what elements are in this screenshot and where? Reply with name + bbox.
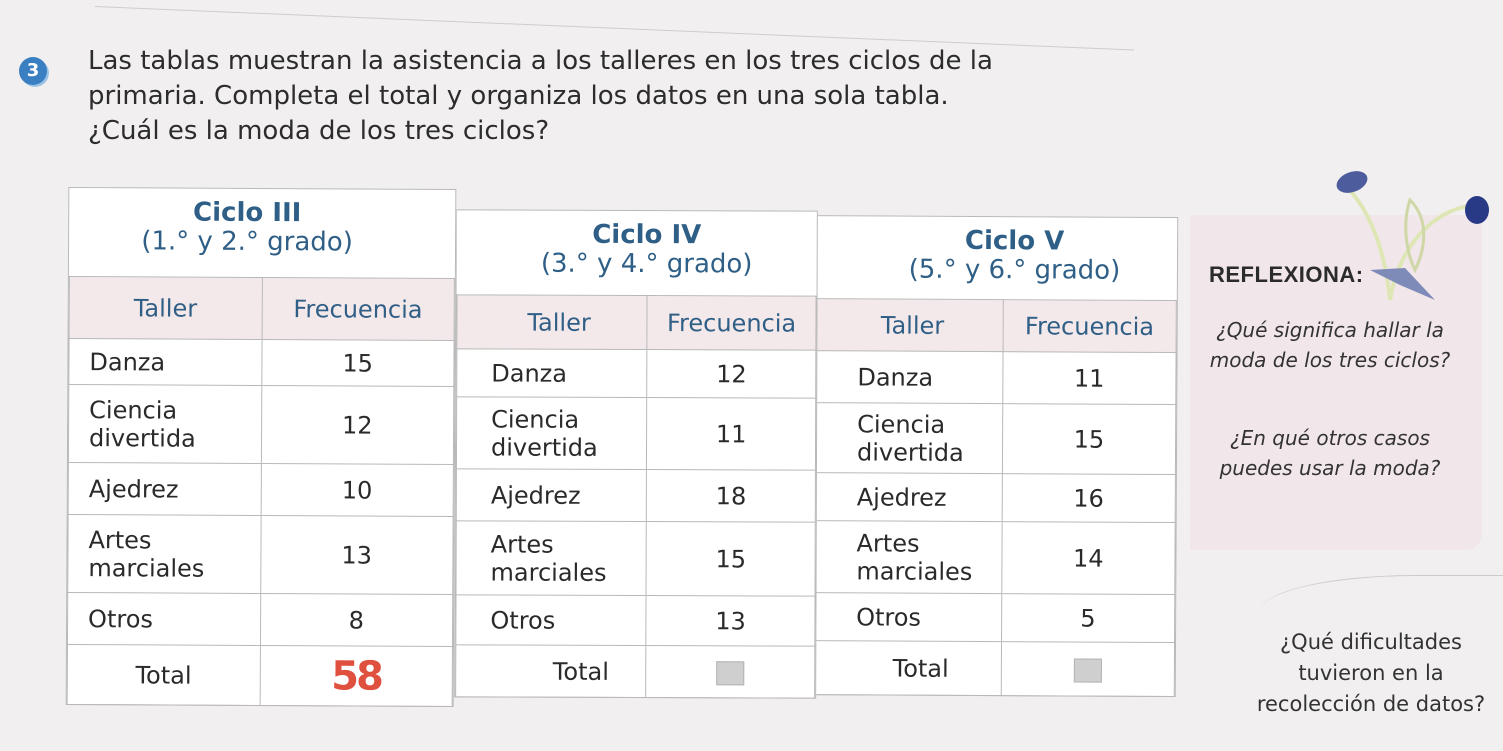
table-title: Ciclo V [964,225,1065,257]
cell-frecuencia: 13 [646,595,816,647]
table-title: Ciclo IV [592,219,702,251]
table-header: Ciclo III (1.° y 2.° grado) [69,188,455,258]
cell-frecuencia: 10 [260,463,454,517]
cell-frecuencia: 5 [1001,593,1175,643]
cell-taller: Ajedrez [456,468,647,522]
cell-frecuencia: 13 [260,515,454,595]
cell-frecuencia: 8 [259,593,453,647]
dificultades-question: ¿Qué dificultades tuvieron en la recolec… [1256,630,1486,716]
col-header-frecuencia: Frecuencia [1002,299,1177,353]
cell-taller: Otros [67,592,261,646]
cell-taller: Ciencia divertida [456,396,647,470]
cell-frecuencia: 11 [646,397,816,471]
plant-sprout-icon [1336,171,1489,301]
cell-taller: Otros [455,594,647,646]
reflexiona-title: REFLEXIONA: [1209,262,1364,287]
cell-frecuencia: 14 [1001,521,1176,595]
cell-frecuencia: 12 [646,349,816,399]
frequency-table: Taller Frecuencia Danza 11 Ciencia divert… [780,298,1177,697]
frequency-table: Taller Frecuencia Danza 15 Ciencia divert… [67,276,455,707]
reflexiona-question-1: ¿Qué significa hallar la moda de los tre… [1209,318,1451,372]
cell-taller: Ajedrez [68,462,261,516]
table-grades: (1.° y 2.° grado) [141,226,353,258]
table-title: Ciclo III [193,197,302,229]
col-header-frecuencia: Frecuencia [261,277,455,341]
cell-frecuencia: 11 [1002,351,1177,405]
cell-taller: Ciencia divertida [68,384,262,464]
blank-box [1073,658,1102,683]
col-header-frecuencia: Frecuencia [647,295,817,351]
table-grades: (5.° y 6.° grado) [908,254,1121,286]
cell-taller: Artes marciales [456,520,647,596]
exercise-number-badge: 3 [19,57,47,85]
reflexiona-question-2: ¿En qué otros casos puedes usar la moda? [1219,426,1441,480]
prompt-line-2: primaria. Completa el total y organiza l… [88,81,949,111]
cell-frecuencia: 18 [646,469,816,523]
cell-taller: Artes marciales [67,514,261,594]
exercise-prompt: Las tablas muestran la asistencia a los … [88,44,1088,149]
cell-frecuencia: 16 [1001,473,1176,523]
table-ciclo-iv: Ciclo IV (3.° y 4.° grado) Taller Frecue… [454,209,818,699]
total-answer-box[interactable] [645,645,815,699]
col-header-taller: Taller [456,294,648,350]
blank-box [716,660,745,685]
cell-frecuencia: 12 [260,385,454,465]
decorative-curve [1260,575,1503,636]
frequency-table: Taller Frecuencia Danza 12 Ciencia divert… [455,294,817,699]
table-ciclo-iii: Ciclo III (1.° y 2.° grado) Taller Frecu… [65,186,457,708]
cell-taller: Danza [456,348,648,398]
handwritten-total: 58 [331,652,382,700]
table-header: Ciclo V (5.° y 6.° grado) [782,216,1177,286]
cell-frecuencia: 15 [1002,403,1176,475]
total-answer-box[interactable] [1000,641,1175,697]
cell-total-label: Total [67,644,260,706]
cell-frecuencia: 15 [261,339,455,387]
cell-frecuencia: 15 [646,521,816,597]
table-grades: (3.° y 4.° grado) [540,248,753,280]
prompt-line-3: ¿Cuál es la moda de los tres ciclos? [88,116,550,146]
total-answer-cell[interactable]: 58 [259,645,453,707]
prompt-line-1: Las tablas muestran la asistencia a los … [88,46,993,76]
reflexiona-box [1190,215,1482,550]
table-ciclo-v: Ciclo V (5.° y 6.° grado) Taller Frecuen… [778,214,1179,698]
cell-total-label: Total [455,644,647,698]
col-header-taller: Taller [69,276,262,340]
table-header: Ciclo IV (3.° y 4.° grado) [457,210,817,280]
cell-taller: Danza [68,338,262,386]
